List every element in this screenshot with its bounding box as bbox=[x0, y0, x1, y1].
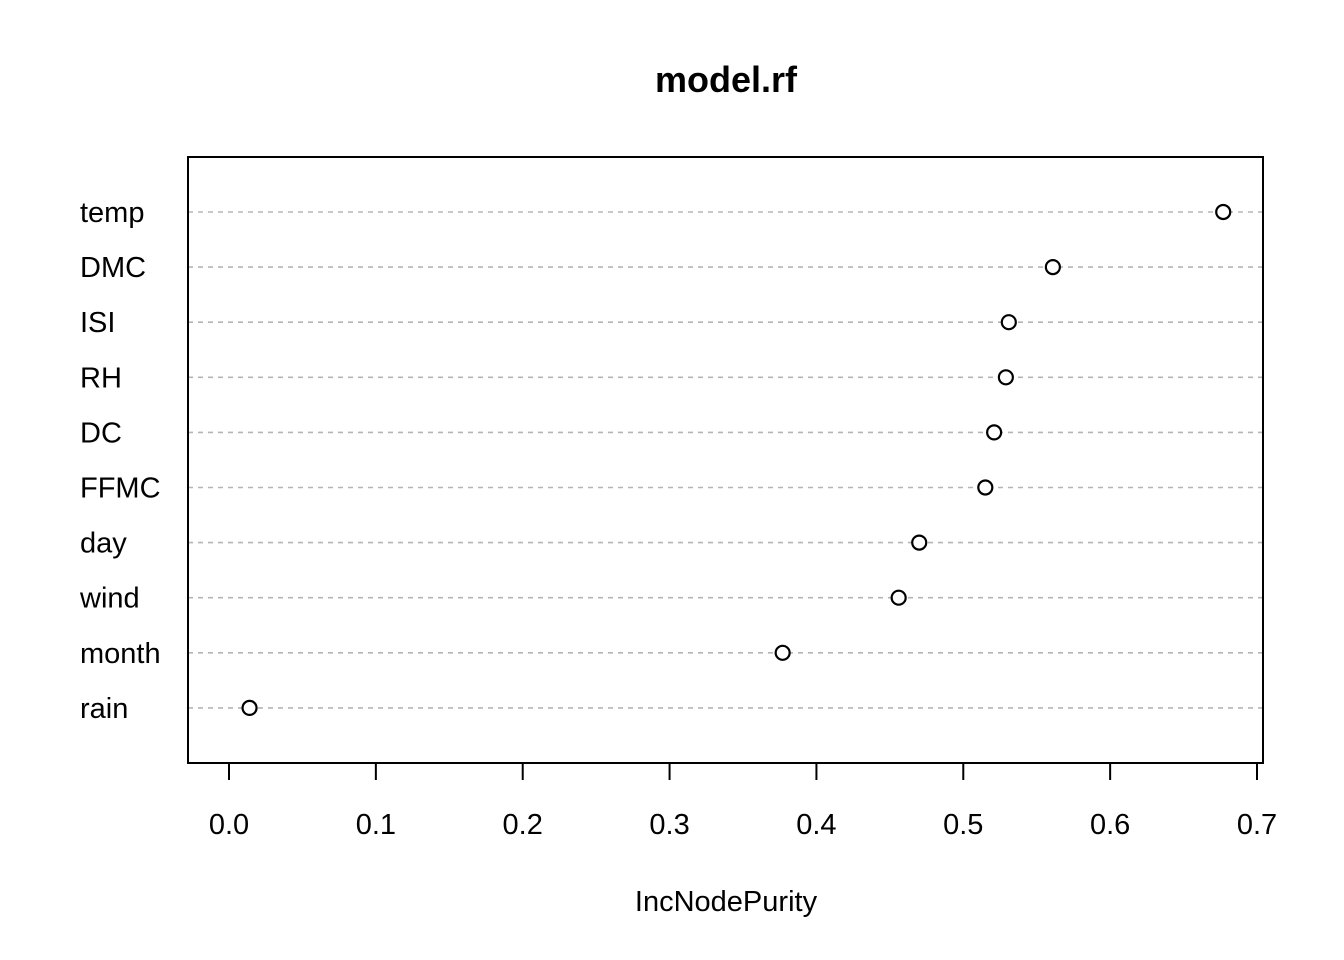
x-axis-label: IncNodePurity bbox=[635, 886, 818, 918]
chart-title: model.rf bbox=[655, 59, 798, 100]
point-rain bbox=[241, 699, 258, 717]
category-label-temp: temp bbox=[80, 197, 144, 229]
category-label-ISI: ISI bbox=[80, 307, 115, 339]
x-tick-label-0.3: 0.3 bbox=[649, 809, 689, 841]
point-wind bbox=[890, 589, 907, 606]
point-temp bbox=[1215, 203, 1232, 221]
category-label-RH: RH bbox=[80, 362, 122, 394]
category-labels: temp DMC ISI RH DC FFMC day wind month rain bbox=[79, 197, 161, 725]
category-label-DMC: DMC bbox=[80, 252, 146, 284]
category-label-FFMC: FFMC bbox=[80, 473, 161, 505]
x-tick-label-0.2: 0.2 bbox=[503, 809, 543, 841]
point-day bbox=[911, 534, 928, 551]
x-tick-label-0.6: 0.6 bbox=[1090, 809, 1130, 841]
x-tick-label-0.5: 0.5 bbox=[943, 809, 983, 841]
point-DMC bbox=[1044, 259, 1061, 276]
x-tick-label-0.7: 0.7 bbox=[1237, 809, 1277, 841]
point-ISI bbox=[1000, 314, 1017, 331]
point-RH bbox=[997, 369, 1014, 386]
category-label-wind: wind bbox=[79, 583, 140, 615]
x-tick-label-0.4: 0.4 bbox=[796, 809, 836, 841]
category-label-day: day bbox=[80, 528, 127, 560]
x-axis: 0.0 0.1 0.2 0.3 0.4 0.5 0.6 0.7 bbox=[209, 763, 1277, 841]
guide-lines bbox=[188, 211, 1263, 709]
point-DC bbox=[986, 424, 1003, 441]
x-tick-label-0.0: 0.0 bbox=[209, 809, 249, 841]
data-points bbox=[241, 203, 1232, 717]
plot-frame bbox=[187, 156, 1264, 764]
x-tick-label-0.1: 0.1 bbox=[356, 809, 396, 841]
category-label-rain: rain bbox=[80, 693, 128, 725]
point-month bbox=[774, 644, 791, 661]
point-FFMC bbox=[977, 479, 994, 496]
category-label-DC: DC bbox=[80, 417, 122, 449]
category-label-month: month bbox=[80, 638, 161, 670]
